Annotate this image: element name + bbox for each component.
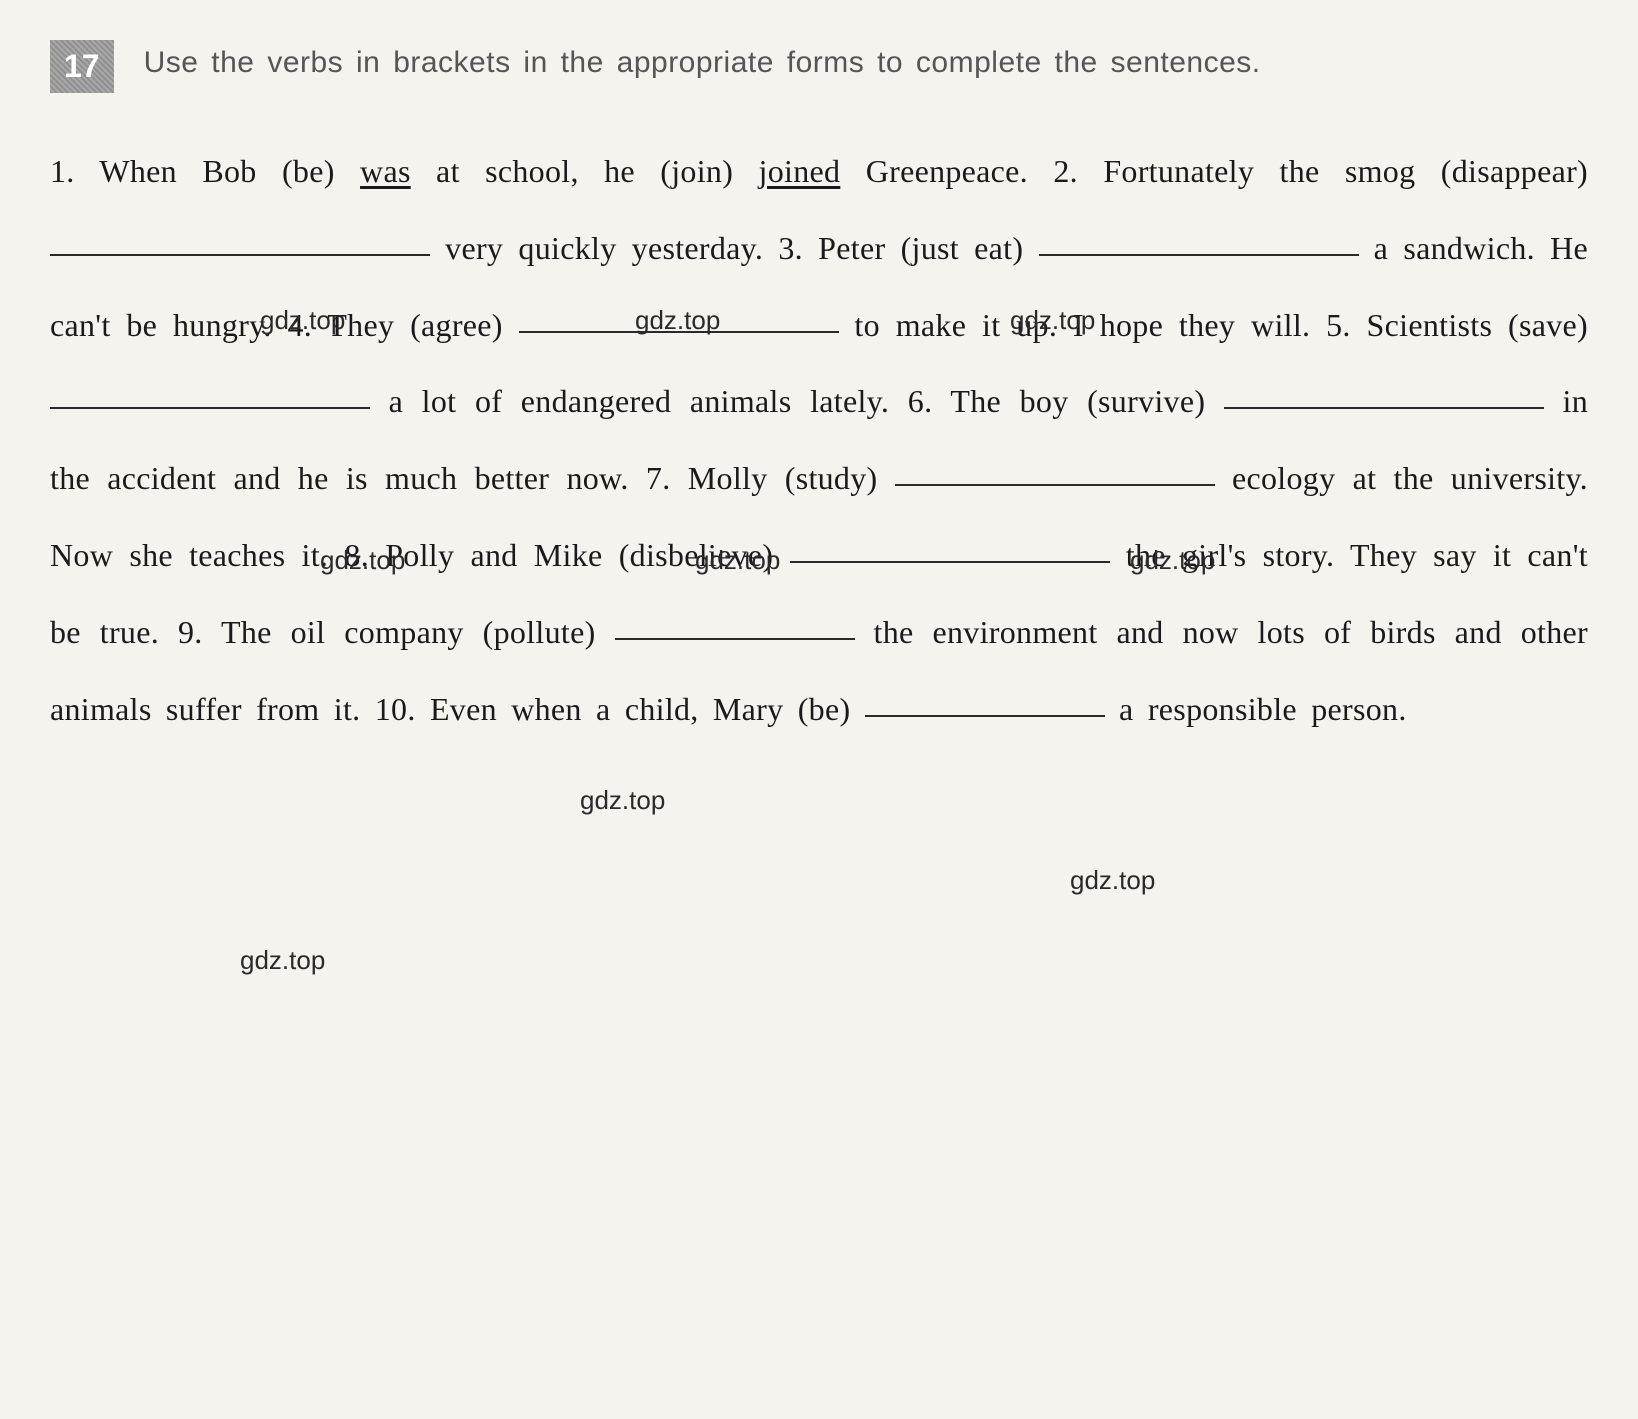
- answer-blank[interactable]: [615, 601, 855, 639]
- exercise-instruction: Use the verbs in brackets in the appropr…: [144, 40, 1261, 85]
- sentence-text: to make it up. I hope they will. 5. Scie…: [839, 307, 1588, 343]
- sentence-text: 2. Fortunately the smog (disappear): [1053, 153, 1588, 189]
- watermark-text: gdz.top: [580, 785, 665, 816]
- watermark-text: gdz.top: [1070, 865, 1155, 896]
- sentence-text: very quickly yesterday. 3. Peter (just e…: [430, 230, 1039, 266]
- answer-filled: joined: [759, 153, 841, 189]
- watermark-text: gdz.top: [240, 945, 325, 976]
- answer-filled: was: [360, 153, 411, 189]
- answer-blank[interactable]: [865, 678, 1105, 716]
- sentence-text: Greenpeace.: [840, 153, 1028, 189]
- sentence-text: 1. When Bob (be): [50, 153, 360, 189]
- answer-blank[interactable]: [895, 448, 1215, 486]
- sentence-text: a responsible person.: [1105, 691, 1407, 727]
- sentence-text: a lot of endangered animals lately. 6. T…: [370, 383, 1224, 419]
- answer-blank[interactable]: [50, 217, 430, 255]
- answer-blank[interactable]: [50, 371, 370, 409]
- sentence-text: at school, he (join): [411, 153, 759, 189]
- exercise-number-badge: 17: [50, 40, 114, 93]
- answer-blank[interactable]: [1224, 371, 1544, 409]
- content-wrapper: 17 Use the verbs in brackets in the appr…: [50, 40, 1588, 747]
- exercise-header: 17 Use the verbs in brackets in the appr…: [50, 40, 1588, 93]
- exercise-body: 1. When Bob (be) was at school, he (join…: [50, 133, 1588, 747]
- answer-blank[interactable]: [1039, 217, 1359, 255]
- answer-blank[interactable]: [790, 525, 1110, 563]
- answer-blank[interactable]: [519, 294, 839, 332]
